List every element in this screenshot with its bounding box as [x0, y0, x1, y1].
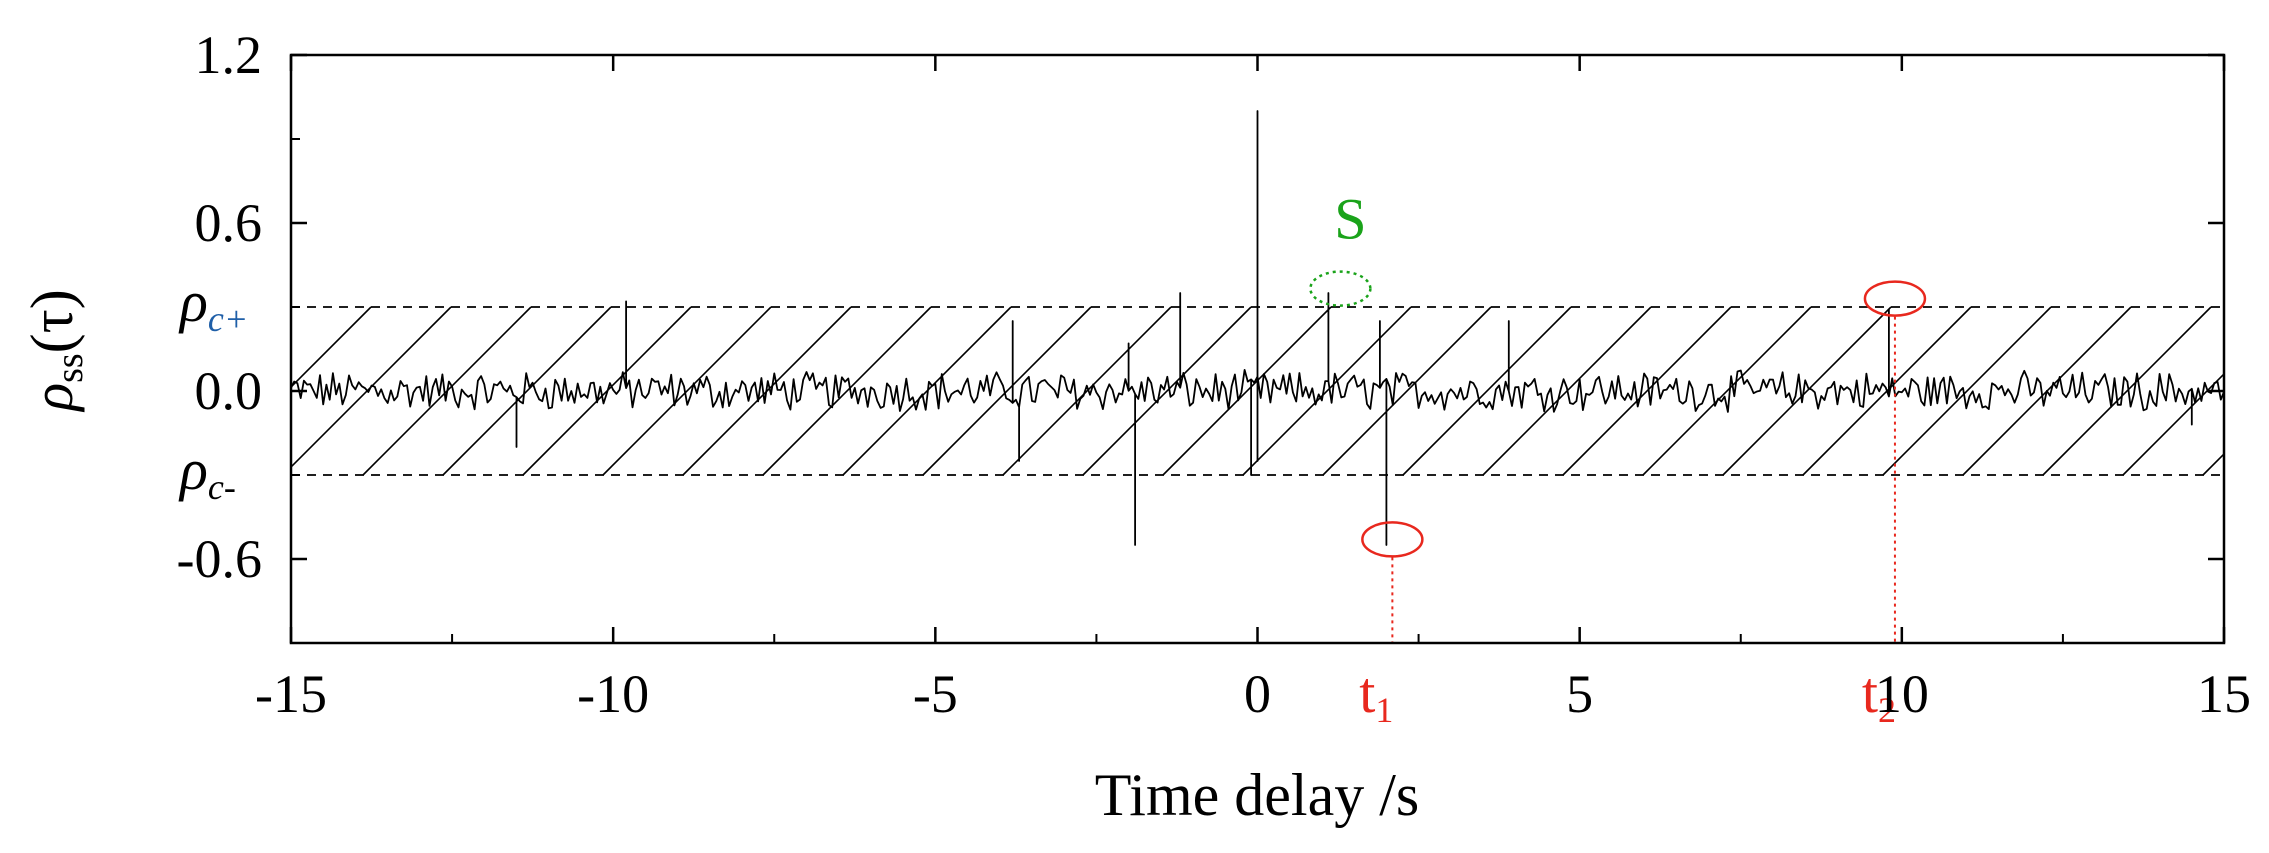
hatch-line — [2042, 306, 2212, 476]
annotation-label-s: S — [1334, 187, 1366, 252]
annotation-label-sub: 2 — [1878, 690, 1896, 730]
x-tick-label: 5 — [1566, 664, 1593, 724]
hatch-line — [1402, 306, 1572, 476]
y-axis-title: ρss(τ) — [19, 289, 91, 413]
threshold-label-upper: ρc+ — [178, 269, 248, 339]
annotations: St1 t2 — [1309, 187, 1927, 730]
x-tick-label: -10 — [577, 664, 649, 724]
x-tick-label: 0 — [1244, 664, 1271, 724]
hatch-line — [1162, 306, 1332, 476]
hatch-line — [1562, 306, 1732, 476]
annotation-ellipse-s — [1309, 270, 1372, 307]
y-axis-title-main: ρ — [20, 383, 85, 413]
annotation-label-t1: t1 — [1359, 660, 1393, 730]
x-tick-label: -5 — [913, 664, 958, 724]
y-tick-label: 0.6 — [195, 193, 263, 253]
y-axis-title-arg: (τ) — [19, 289, 85, 353]
annotation-label-main: t — [1359, 660, 1375, 725]
x-tick-label: 10 — [1875, 664, 1929, 724]
hatch-line — [762, 306, 932, 476]
annotation-label-t2: t2 — [1862, 660, 1896, 730]
hatch-line — [1882, 306, 2052, 476]
hatch-line — [1242, 306, 1412, 476]
threshold-label-lower: ρc- — [178, 437, 236, 507]
y-tick-label: 1.2 — [195, 25, 263, 85]
x-axis-title: Time delay /s — [1095, 762, 1419, 828]
threshold-label-sub: c+ — [208, 299, 248, 339]
threshold-label-sub: c- — [208, 467, 236, 507]
series-group — [291, 110, 2224, 546]
threshold-label-main: ρ — [178, 437, 208, 502]
hatch-line — [1082, 306, 1252, 476]
series-line — [291, 110, 2224, 546]
hatch-line — [291, 306, 372, 389]
hatch-line — [1642, 306, 1812, 476]
annotation-ellipse-t2 — [1863, 280, 1927, 317]
y-tick-label: -0.6 — [177, 529, 262, 589]
annotation-ellipse-t1 — [1361, 521, 1424, 558]
svg-text:ρss(τ): ρss(τ) — [19, 289, 91, 413]
y-axis-title-sub: ss — [49, 353, 91, 383]
hatch-line — [922, 306, 1092, 476]
hatch-line — [442, 306, 612, 476]
x-tick-label: 15 — [2197, 664, 2251, 724]
hatch-line — [1322, 306, 1492, 476]
hatch-line — [1722, 306, 1892, 476]
hatch-line — [602, 306, 772, 476]
annotation-label-main: t — [1862, 660, 1878, 725]
y-tick-label: 0.0 — [195, 361, 263, 421]
hatch-line — [1002, 306, 1172, 476]
x-tick-label: -15 — [255, 664, 327, 724]
axis-ticks: -15 -10 -5 0 5 10 15 -0.6 0.0 0.6 1.2 — [177, 25, 2251, 724]
threshold-label-main: ρ — [178, 269, 208, 334]
annotation-label-sub: 1 — [1375, 690, 1393, 730]
